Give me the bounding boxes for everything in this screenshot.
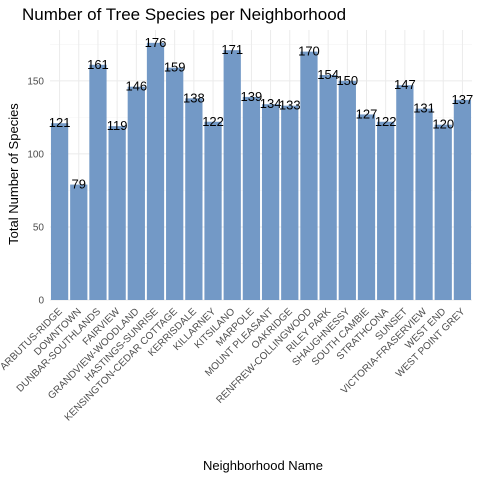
bar — [453, 99, 472, 300]
bar-value-label: 122 — [202, 114, 224, 129]
bar — [108, 126, 126, 301]
bar-value-label: 137 — [452, 92, 474, 107]
bar-value-label: 171 — [221, 42, 243, 57]
bar-value-label: 146 — [125, 79, 147, 94]
bar-value-label: 120 — [432, 117, 454, 132]
bar — [300, 51, 318, 300]
bar — [261, 104, 280, 300]
y-tick-label: 50 — [33, 222, 45, 233]
bar — [338, 80, 356, 301]
bar — [146, 42, 165, 300]
chart-title: Number of Tree Species per Neighborhood — [22, 5, 346, 24]
bar-value-label: 121 — [49, 115, 71, 130]
bar-value-label: 154 — [317, 67, 339, 82]
bar-value-label: 139 — [241, 89, 263, 104]
bar — [242, 96, 261, 300]
bar — [204, 121, 222, 300]
bar-value-label: 161 — [87, 57, 109, 72]
bar — [70, 184, 88, 300]
bar — [319, 75, 337, 300]
bar — [357, 114, 376, 300]
bar-value-label: 138 — [183, 90, 205, 105]
y-tick-label: 150 — [27, 76, 44, 87]
bar-value-label: 170 — [298, 44, 320, 59]
bar — [377, 121, 395, 300]
bar-value-label: 133 — [279, 98, 301, 113]
bar — [185, 98, 203, 301]
bar-value-label: 159 — [164, 60, 186, 75]
bar — [281, 105, 299, 300]
bar-value-label: 134 — [260, 96, 282, 111]
bar-value-label: 176 — [145, 35, 167, 50]
x-axis-ticks: ARBUTUS-RIDGEDOWNTOWNDUNBAR-SOUTHLANDSFA… — [0, 306, 468, 424]
bars — [50, 42, 472, 301]
y-tick-label: 0 — [38, 296, 44, 307]
bar — [415, 108, 433, 300]
bar-value-label: 122 — [375, 114, 397, 129]
bar-value-label: 119 — [107, 118, 128, 133]
bar — [50, 123, 69, 300]
bar-value-label: 147 — [394, 77, 416, 92]
bar — [434, 124, 452, 300]
bar-value-label: 127 — [356, 106, 378, 121]
y-axis-title: Total Number of Species — [6, 103, 21, 245]
bar — [89, 64, 107, 300]
bar — [223, 50, 241, 300]
bar-value-label: 79 — [72, 177, 86, 192]
y-tick-label: 100 — [27, 149, 44, 160]
y-axis-ticks: 0 50 100 150 — [27, 76, 44, 306]
bar — [127, 86, 145, 300]
bar — [166, 67, 184, 301]
bar-value-label: 150 — [336, 73, 358, 88]
x-axis-title: Neighborhood Name — [203, 458, 323, 473]
bar-value-label: 131 — [413, 101, 435, 116]
bar — [396, 85, 414, 301]
